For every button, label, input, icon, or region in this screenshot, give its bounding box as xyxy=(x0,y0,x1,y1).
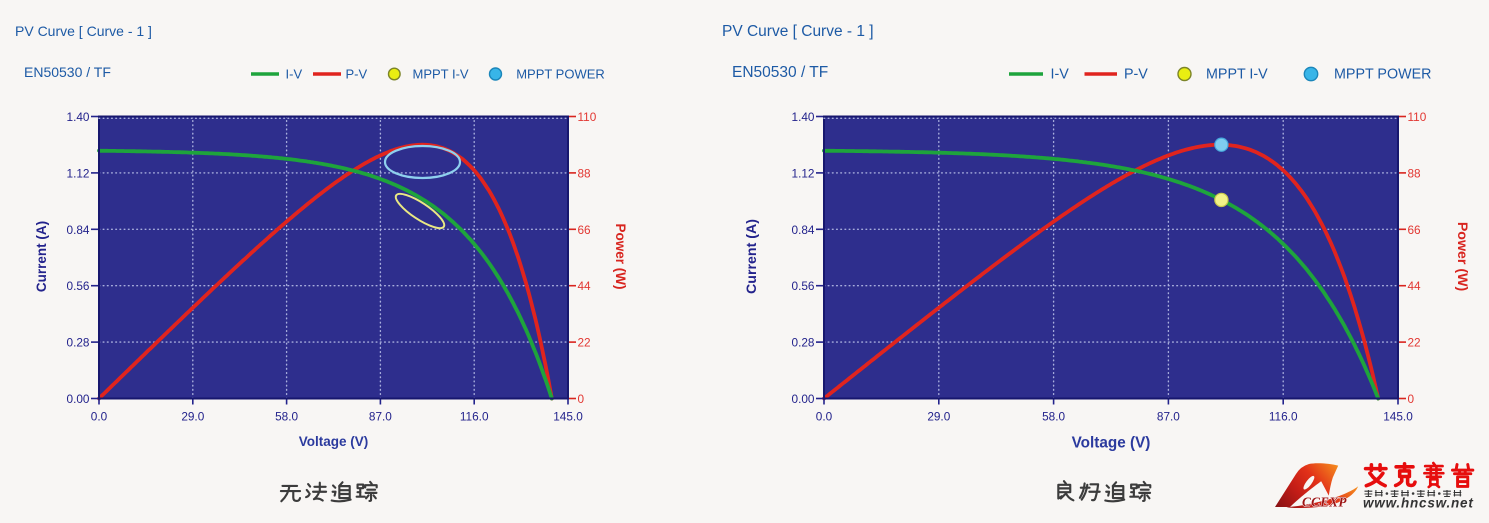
svg-text:88: 88 xyxy=(1408,166,1422,180)
svg-text:0.0: 0.0 xyxy=(816,410,833,424)
svg-text:22: 22 xyxy=(578,336,591,350)
svg-text:0.84: 0.84 xyxy=(67,223,90,237)
svg-text:Current (A): Current (A) xyxy=(34,221,49,292)
svg-text:145.0: 145.0 xyxy=(1383,410,1413,424)
svg-text:66: 66 xyxy=(578,223,592,237)
svg-text:22: 22 xyxy=(1408,336,1421,350)
svg-text:Voltage (V): Voltage (V) xyxy=(1072,435,1151,452)
svg-text:0.56: 0.56 xyxy=(67,279,90,293)
svg-text:116.0: 116.0 xyxy=(1269,410,1298,424)
svg-text:1.40: 1.40 xyxy=(792,110,815,124)
svg-text:0.00: 0.00 xyxy=(67,392,90,406)
svg-text:0.28: 0.28 xyxy=(792,336,815,350)
svg-text:58.0: 58.0 xyxy=(275,410,298,424)
svg-text:Power (W): Power (W) xyxy=(613,224,628,290)
svg-text:Power (W): Power (W) xyxy=(1454,222,1470,292)
svg-text:CCEXP: CCEXP xyxy=(1302,495,1347,510)
svg-text:88: 88 xyxy=(578,166,592,180)
svg-text:0: 0 xyxy=(578,392,585,406)
svg-text:EN50530 / TF: EN50530 / TF xyxy=(732,64,828,81)
svg-text:I-V: I-V xyxy=(1051,67,1070,83)
svg-text:29.0: 29.0 xyxy=(181,410,204,424)
svg-text:MPPT I-V: MPPT I-V xyxy=(1206,67,1268,83)
svg-text:66: 66 xyxy=(1408,223,1422,237)
svg-text:44: 44 xyxy=(578,279,592,293)
svg-text:29.0: 29.0 xyxy=(927,410,950,424)
svg-text:1.12: 1.12 xyxy=(67,166,90,180)
svg-text:P-V: P-V xyxy=(346,67,368,82)
svg-text:P-V: P-V xyxy=(1124,67,1148,83)
svg-text:www.hncsw.net: www.hncsw.net xyxy=(1363,496,1474,511)
svg-text:1.12: 1.12 xyxy=(792,166,815,180)
svg-text:MPPT POWER: MPPT POWER xyxy=(516,67,605,82)
svg-text:0.84: 0.84 xyxy=(792,223,815,237)
svg-text:0.28: 0.28 xyxy=(67,336,90,350)
svg-text:MPPT I-V: MPPT I-V xyxy=(413,67,469,82)
svg-text:Current (A): Current (A) xyxy=(744,219,760,294)
svg-text:58.0: 58.0 xyxy=(1042,410,1065,424)
svg-text:44: 44 xyxy=(1408,279,1422,293)
svg-text:110: 110 xyxy=(578,110,597,124)
svg-text:110: 110 xyxy=(1408,110,1427,124)
svg-text:145.0: 145.0 xyxy=(553,410,583,424)
svg-text:0: 0 xyxy=(1408,392,1415,406)
svg-text:87.0: 87.0 xyxy=(1157,410,1180,424)
svg-text:EN50530 / TF: EN50530 / TF xyxy=(24,64,111,80)
svg-text:0.00: 0.00 xyxy=(792,392,815,406)
svg-text:1.40: 1.40 xyxy=(67,110,90,124)
svg-text:PV Curve [ Curve - 1 ]: PV Curve [ Curve - 1 ] xyxy=(722,23,874,40)
svg-text:116.0: 116.0 xyxy=(460,410,489,424)
svg-text:I-V: I-V xyxy=(286,67,303,82)
svg-text:MPPT POWER: MPPT POWER xyxy=(1334,67,1431,83)
svg-text:0.56: 0.56 xyxy=(792,279,815,293)
svg-text:Voltage (V): Voltage (V) xyxy=(299,434,369,449)
svg-text:PV Curve [ Curve - 1 ]: PV Curve [ Curve - 1 ] xyxy=(15,23,152,39)
svg-text:0.0: 0.0 xyxy=(91,410,108,424)
svg-text:87.0: 87.0 xyxy=(369,410,392,424)
